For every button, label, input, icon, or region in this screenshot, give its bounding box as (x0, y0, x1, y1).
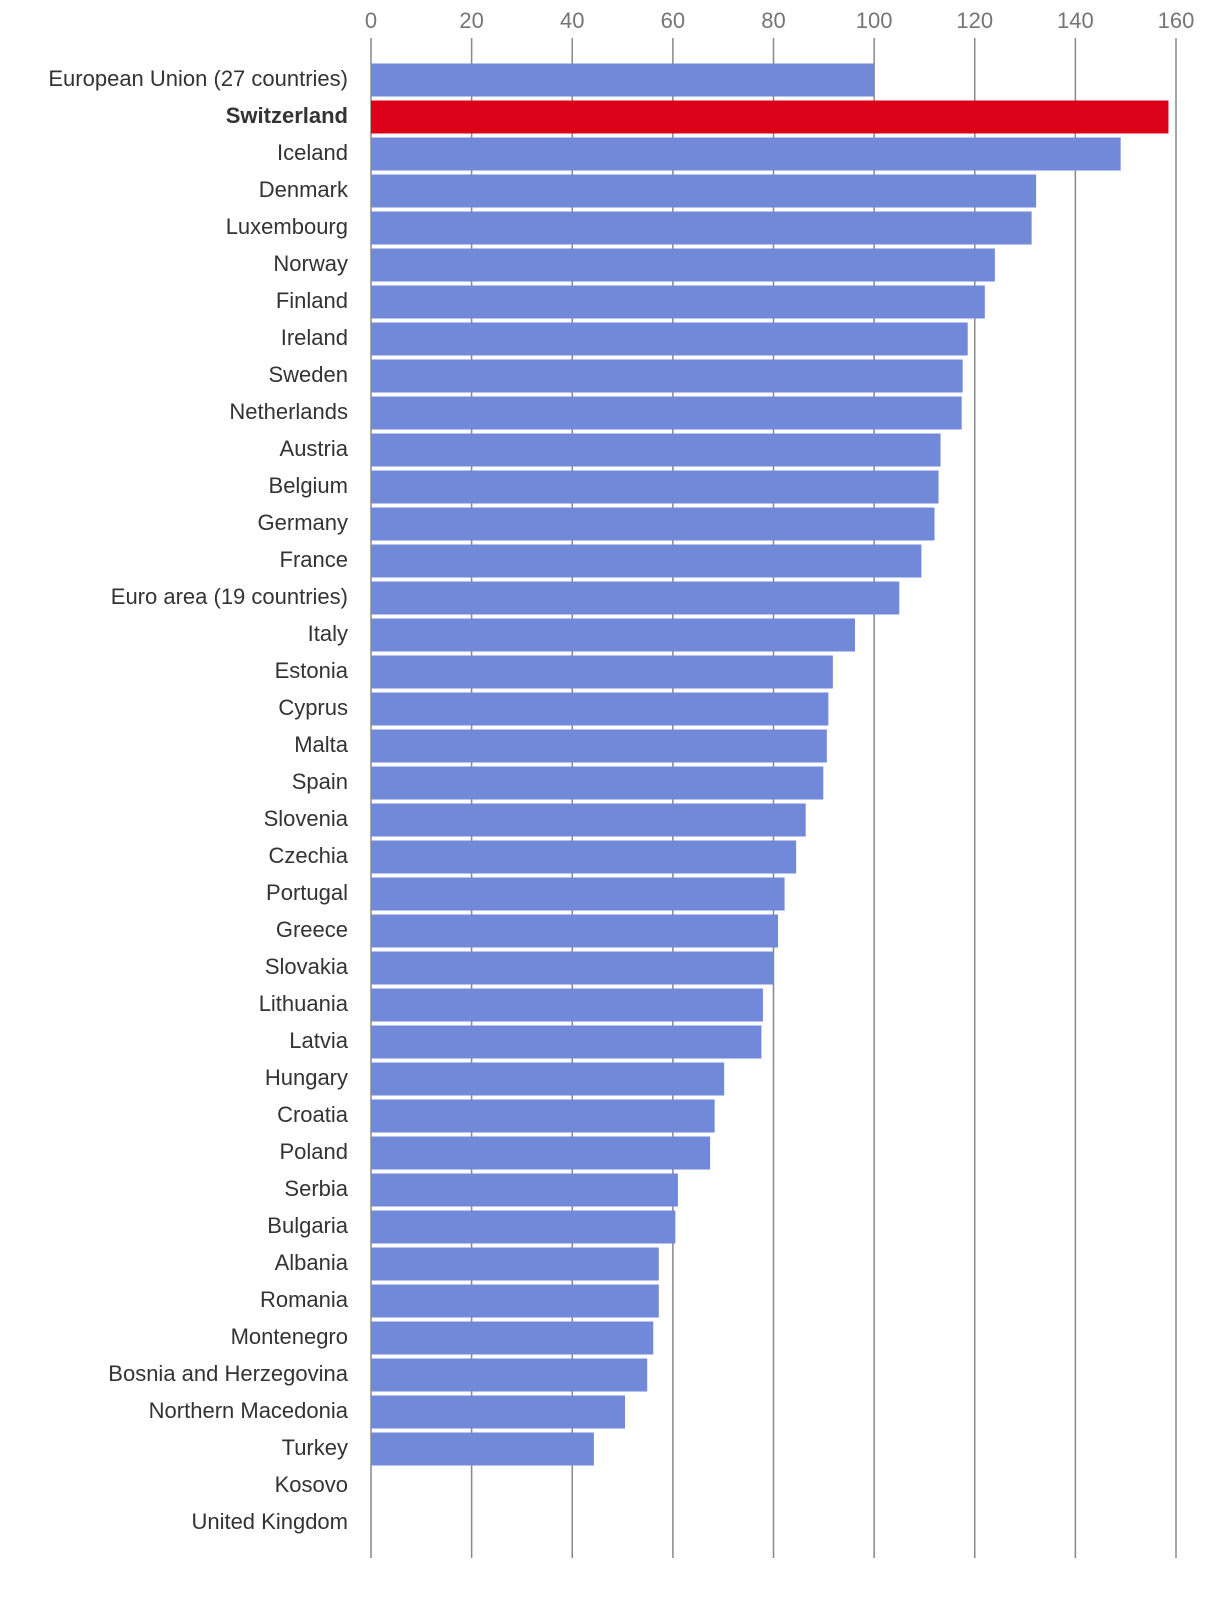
category-label: Ireland (281, 325, 348, 350)
bar-germany (371, 507, 935, 541)
category-label: Serbia (284, 1176, 348, 1201)
category-label: France (280, 547, 348, 572)
bar-euro-area-19-countries (371, 581, 900, 615)
bar-sweden (371, 359, 963, 393)
category-label: Belgium (269, 473, 348, 498)
category-label: Greece (276, 917, 348, 942)
category-label: Cyprus (278, 695, 348, 720)
category-label: Malta (294, 732, 349, 757)
x-tick-label: 20 (459, 8, 483, 33)
x-tick-label: 140 (1057, 8, 1094, 33)
bar-romania (371, 1284, 659, 1318)
bar-malta (371, 729, 827, 763)
category-label: Portugal (266, 880, 348, 905)
category-label: Norway (273, 251, 348, 276)
bar-greece (371, 914, 779, 948)
bar-croatia (371, 1099, 715, 1133)
bar-albania (371, 1247, 659, 1281)
bar-european-union-27-countries (371, 63, 875, 97)
bar-slovenia (371, 803, 806, 837)
x-tick-label: 60 (661, 8, 685, 33)
category-label: Slovenia (264, 806, 349, 831)
x-tick-label: 40 (560, 8, 584, 33)
bar-czechia (371, 840, 797, 874)
bar-ireland (371, 322, 968, 356)
category-label: Iceland (277, 140, 348, 165)
category-label: Montenegro (231, 1324, 348, 1349)
category-label: Switzerland (226, 103, 348, 128)
category-label: Albania (275, 1250, 349, 1275)
category-label: European Union (27 countries) (48, 66, 348, 91)
bar-poland (371, 1136, 711, 1170)
x-tick-label: 80 (761, 8, 785, 33)
category-label: Germany (258, 510, 348, 535)
category-label: Estonia (275, 658, 349, 683)
bar-lithuania (371, 988, 763, 1022)
bar-portugal (371, 877, 785, 911)
category-label: Lithuania (259, 991, 349, 1016)
x-tick-label: 160 (1158, 8, 1195, 33)
bar-belgium (371, 470, 939, 504)
category-label: Finland (276, 288, 348, 313)
x-tick-label: 120 (956, 8, 993, 33)
category-label: Italy (308, 621, 348, 646)
bar-northern-macedonia (371, 1395, 626, 1429)
bar-hungary (371, 1062, 725, 1096)
category-label: Kosovo (275, 1472, 348, 1497)
bar-latvia (371, 1025, 762, 1059)
bar-france (371, 544, 922, 578)
bar-finland (371, 285, 985, 319)
bars (371, 63, 1169, 1466)
bar-bulgaria (371, 1210, 676, 1244)
bar-serbia (371, 1173, 678, 1207)
bar-norway (371, 248, 995, 282)
category-label: Slovakia (265, 954, 349, 979)
category-label: United Kingdom (191, 1509, 348, 1534)
x-axis-ticks: 0 20 40 60 80 100 120 140 160 (365, 8, 1194, 33)
bar-italy (371, 618, 856, 652)
bar-netherlands (371, 396, 962, 430)
category-label: Latvia (289, 1028, 348, 1053)
category-label: Sweden (268, 362, 348, 387)
bar-switzerland (371, 100, 1169, 134)
x-tick-label: 100 (856, 8, 893, 33)
category-label: Bulgaria (267, 1213, 348, 1238)
category-label: Euro area (19 countries) (111, 584, 348, 609)
bar-bosnia-and-herzegovina (371, 1358, 648, 1392)
category-label: Luxembourg (226, 214, 348, 239)
category-label: Croatia (277, 1102, 349, 1127)
category-label: Hungary (265, 1065, 348, 1090)
bar-austria (371, 433, 941, 467)
bar-iceland (371, 137, 1121, 171)
category-label: Poland (279, 1139, 348, 1164)
category-label: Czechia (269, 843, 349, 868)
x-tick-label: 0 (365, 8, 377, 33)
bar-slovakia (371, 951, 775, 985)
category-label: Denmark (259, 177, 349, 202)
category-labels: European Union (27 countries) Switzerland… (48, 66, 349, 1534)
bar-estonia (371, 655, 833, 689)
category-label: Romania (260, 1287, 349, 1312)
category-label: Bosnia and Herzegovina (108, 1361, 348, 1386)
bar-luxembourg (371, 211, 1032, 245)
category-label: Austria (280, 436, 349, 461)
bar-spain (371, 766, 824, 800)
category-label: Spain (292, 769, 348, 794)
category-label: Turkey (282, 1435, 348, 1460)
category-label: Netherlands (229, 399, 348, 424)
category-label: Northern Macedonia (149, 1398, 349, 1423)
bar-denmark (371, 174, 1037, 208)
bar-turkey (371, 1432, 594, 1466)
bar-montenegro (371, 1321, 654, 1355)
bar-cyprus (371, 692, 829, 726)
